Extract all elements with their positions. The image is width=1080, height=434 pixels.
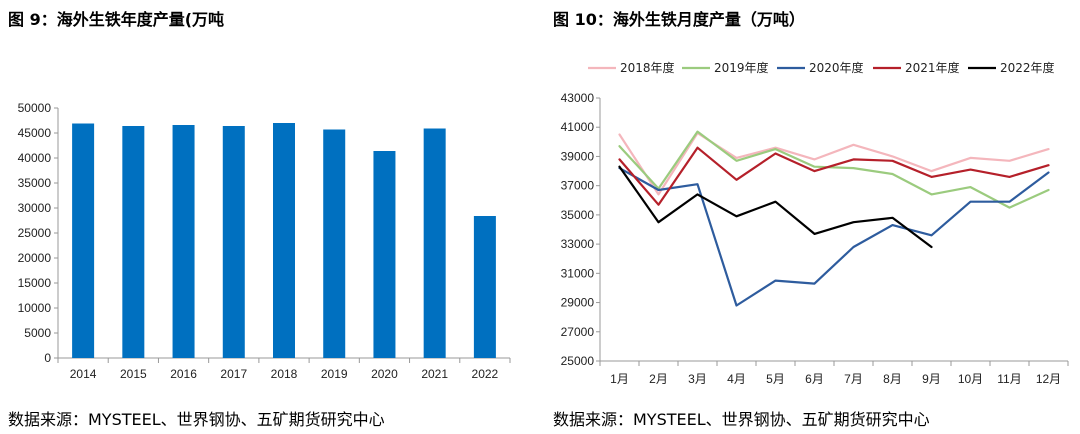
bar (222, 126, 245, 358)
bar-y-tick-label: 40000 (18, 151, 52, 165)
line-x-tick-label: 10月 (958, 372, 983, 386)
bar-chart-title: 图 9：海外生铁年度产量(万吨 (8, 10, 225, 29)
line-chart-source: 数据来源：MYSTEEL、世界钢协、五矿期货研究中心 (553, 410, 930, 429)
bar (122, 126, 145, 358)
bar-x-tick-label: 2016 (170, 367, 197, 381)
line-x-tick-label: 4月 (727, 372, 746, 386)
line-x-tick-label: 5月 (766, 372, 785, 386)
bar (172, 125, 195, 358)
line-x-tick-label: 6月 (805, 372, 824, 386)
line-x-tick-label: 7月 (844, 372, 863, 386)
bar-y-tick-label: 35000 (18, 176, 52, 190)
series-line (618, 130, 1050, 209)
line-y-tick-label: 25000 (561, 354, 595, 368)
bar-x-tick-label: 2018 (271, 367, 298, 381)
bar-x-tick-label: 2014 (70, 367, 97, 381)
bar-x-tick-label: 2021 (421, 367, 448, 381)
bar-chart: 0 5000 10000 15000 20000 25000 30000 35000 40000… (18, 101, 511, 381)
line-y-tick-label: 31000 (561, 266, 595, 280)
series-line (618, 132, 1050, 196)
line-x-tick-label: 11月 (997, 372, 1021, 386)
bar (373, 151, 396, 358)
line-y-tick-label: 39000 (561, 149, 595, 163)
bar-x-tick-label: 2019 (321, 367, 348, 381)
bar-x-tick-label: 2015 (120, 367, 147, 381)
bar (473, 216, 496, 358)
line-x-tick-label: 1月 (610, 372, 629, 386)
bar-y-tick-label: 30000 (18, 201, 52, 215)
series-line (618, 165, 933, 249)
bar-x-tick-label: 2020 (371, 367, 398, 381)
line-chart-title: 图 10：海外生铁月度产量（万吨） (553, 10, 805, 29)
line-chart: 25000 27000 29000 31000 33000 35000 37000 39000… (561, 60, 1069, 386)
bar (323, 129, 346, 358)
bar-y-tick-label: 15000 (18, 276, 52, 290)
bar-x-tick-label: 2022 (472, 367, 499, 381)
bar-y-tick-label: 5000 (24, 326, 51, 340)
line-y-tick-label: 35000 (561, 208, 595, 222)
series-line (618, 167, 1050, 307)
bar (273, 123, 295, 358)
bar-x-tick-label: 2017 (220, 367, 247, 381)
legend-label: 2022年度 (1000, 60, 1055, 75)
line-y-tick-label: 41000 (561, 120, 595, 134)
series-line (618, 146, 1050, 206)
line-x-tick-label: 8月 (883, 372, 902, 386)
line-y-tick-label: 29000 (561, 296, 595, 310)
line-y-tick-label: 33000 (561, 237, 595, 251)
legend-label: 2020年度 (809, 60, 864, 75)
line-x-tick-label: 9月 (922, 372, 941, 386)
line-x-tick-label: 12月 (1036, 372, 1061, 386)
bar-y-tick-label: 0 (44, 351, 51, 365)
bar-chart-source: 数据来源：MYSTEEL、世界钢协、五矿期货研究中心 (8, 410, 385, 429)
line-y-tick-label: 43000 (561, 91, 595, 105)
bar-y-tick-label: 25000 (18, 226, 52, 240)
line-y-tick-label: 27000 (561, 325, 595, 339)
bar (423, 128, 446, 358)
bar (72, 123, 95, 358)
legend-label: 2019年度 (714, 60, 769, 75)
line-y-tick-label: 37000 (561, 179, 595, 193)
bar-y-tick-label: 45000 (18, 126, 52, 140)
bar-y-tick-label: 10000 (18, 301, 52, 315)
bar-y-tick-label: 20000 (18, 251, 52, 265)
legend-label: 2021年度 (905, 60, 960, 75)
legend-label: 2018年度 (620, 60, 675, 75)
line-x-tick-label: 3月 (688, 372, 707, 386)
line-x-tick-label: 2月 (649, 372, 668, 386)
bar-y-tick-label: 50000 (18, 101, 52, 115)
